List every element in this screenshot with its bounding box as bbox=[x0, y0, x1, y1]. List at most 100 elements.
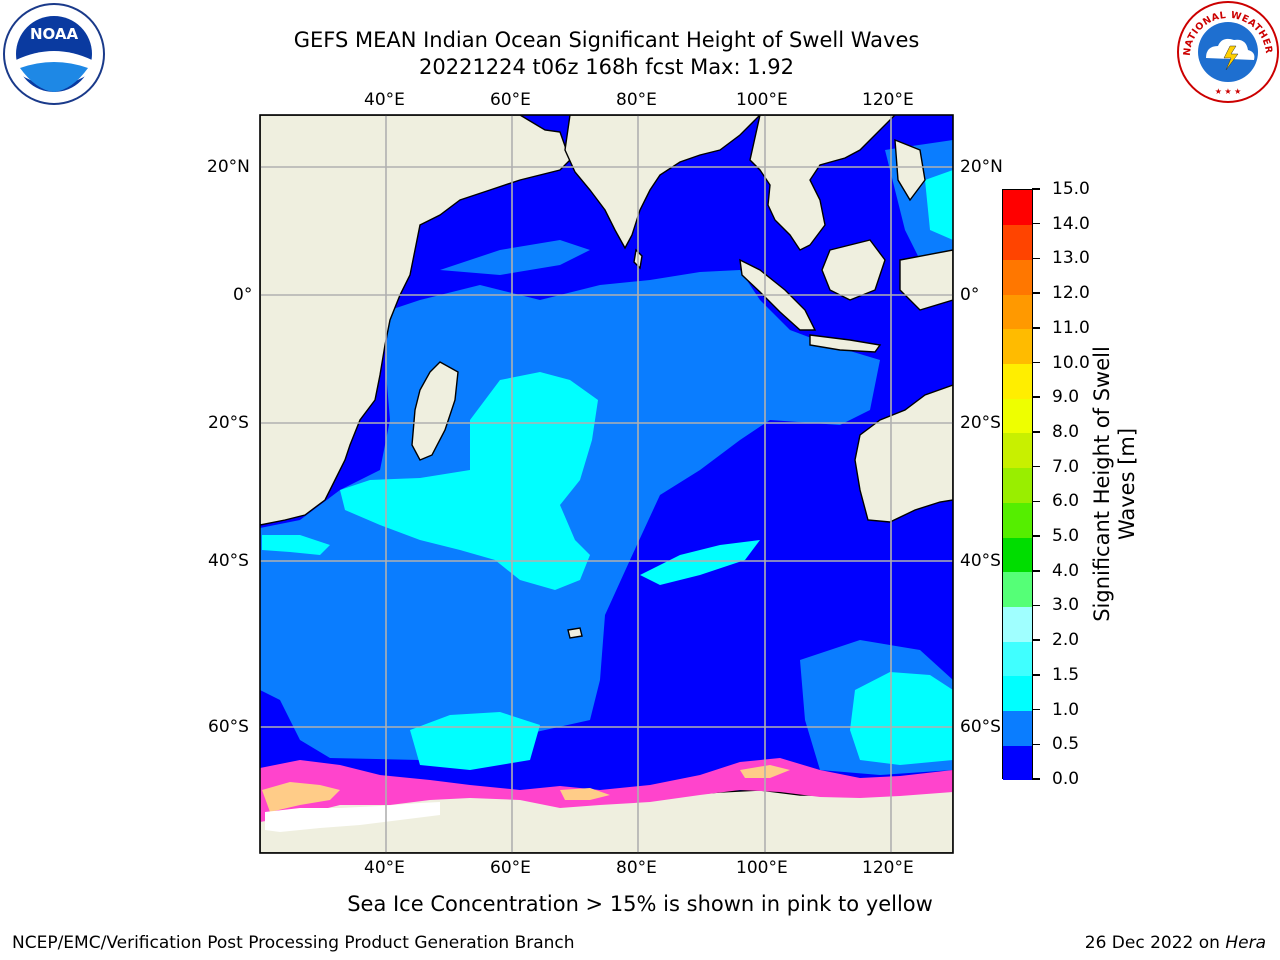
swell-band-1.0-1.5 bbox=[340, 372, 598, 590]
gridlines bbox=[260, 115, 953, 853]
colorbar-tick-label: 13.0 bbox=[1052, 248, 1090, 269]
swell-band-1.0-1.5-south bbox=[640, 540, 760, 585]
sea-ice-core-2 bbox=[560, 788, 610, 800]
lon-label-bottom-60e: 60°E bbox=[490, 858, 531, 878]
colorbar-tick bbox=[1032, 674, 1040, 676]
lat-label-right-20s: 20°S bbox=[960, 413, 1001, 433]
footer-credit: NCEP/EMC/Verification Post Processing Pr… bbox=[12, 933, 575, 953]
map-subtitle: 20221224 t06z 168h fcst Max: 1.92 bbox=[419, 55, 794, 79]
lon-label-bottom-40e: 40°E bbox=[364, 858, 405, 878]
colorbar-tick bbox=[1032, 708, 1040, 711]
lat-label-left-60s: 60°S bbox=[208, 717, 249, 737]
colorbar-segment bbox=[1003, 363, 1032, 399]
land-kerguelen bbox=[567, 627, 583, 639]
lat-label-left-0: 0° bbox=[233, 285, 253, 305]
land-seasia bbox=[749, 115, 896, 251]
colorbar-tick-label: 0.0 bbox=[1052, 769, 1080, 789]
colorbar-tick bbox=[1032, 361, 1040, 364]
lon-label-top-100e: 100°E bbox=[736, 90, 788, 110]
colorbar-tick-label: 11.0 bbox=[1052, 317, 1090, 338]
land-java bbox=[809, 334, 882, 353]
sea-ice-note: Sea Ice Concentration > 15% is shown in … bbox=[347, 892, 933, 916]
swell-band-0.5-1.0-arabian bbox=[440, 240, 590, 275]
colorbar-tick bbox=[1032, 396, 1040, 398]
colorbar-segment bbox=[1003, 641, 1032, 677]
colorbar-tick-label: 1.5 bbox=[1052, 664, 1080, 685]
colorbar-tick bbox=[1032, 743, 1040, 746]
colorbar-segment bbox=[1003, 398, 1032, 434]
noaa-logo-text: NOAA bbox=[30, 25, 79, 43]
land-philippines bbox=[894, 138, 926, 202]
colorbar-tick-label: 4.0 bbox=[1052, 560, 1080, 581]
colorbar-segment bbox=[1003, 432, 1032, 469]
colorbar-tick bbox=[1032, 222, 1040, 225]
colorbar-tick-label: 8.0 bbox=[1052, 421, 1080, 442]
colorbar-segment bbox=[1003, 224, 1032, 260]
colorbar-segment bbox=[1003, 571, 1032, 607]
colorbar-segment bbox=[1003, 710, 1032, 746]
footer-machine: Hera bbox=[1225, 933, 1266, 953]
colorbar-tick-label: 10.0 bbox=[1052, 352, 1090, 373]
colorbar-segment bbox=[1003, 190, 1032, 226]
colorbar-segment bbox=[1003, 745, 1032, 781]
colorbar-tick-label: 9.0 bbox=[1052, 387, 1080, 408]
colorbar-segment bbox=[1003, 294, 1032, 330]
colorbar-tick-label: 6.0 bbox=[1052, 491, 1080, 512]
lat-label-left-20s: 20°S bbox=[208, 413, 249, 433]
noaa-logo: NOAA bbox=[3, 3, 105, 105]
colorbar-tick bbox=[1032, 639, 1040, 641]
lat-label-left-40s: 40°S bbox=[208, 551, 249, 571]
nws-logo: NATIONAL WEATHER SERVICE ★ ★ ★ bbox=[1176, 0, 1279, 103]
colorbar-tick-label: 7.0 bbox=[1052, 456, 1080, 477]
sea-ice-core bbox=[262, 782, 340, 812]
colorbar-segment bbox=[1003, 537, 1032, 573]
colorbar-segment bbox=[1003, 502, 1032, 538]
land-australia bbox=[854, 384, 953, 523]
lon-label-bottom-80e: 80°E bbox=[616, 858, 657, 878]
colorbar-segment bbox=[1003, 328, 1032, 365]
colorbar bbox=[1002, 189, 1033, 781]
colorbar-tick bbox=[1032, 292, 1040, 294]
colorbar-title-line2: Waves [m] bbox=[1115, 427, 1139, 541]
colorbar-title-line1: Significant Height of Swell bbox=[1090, 346, 1114, 622]
swell-band-1.0-1.5-seasia bbox=[925, 170, 953, 240]
colorbar-tick bbox=[1032, 327, 1040, 329]
lon-label-bottom-120e: 120°E bbox=[862, 858, 914, 878]
colorbar-tick bbox=[1032, 257, 1040, 260]
map-title: GEFS MEAN Indian Ocean Significant Heigh… bbox=[293, 28, 920, 52]
swell-band-1.0-1.5-west bbox=[262, 535, 330, 555]
lon-label-bottom-100e: 100°E bbox=[736, 858, 788, 878]
colorbar-tick-label: 2.0 bbox=[1052, 630, 1080, 651]
colorbar-tick-label: 12.0 bbox=[1052, 283, 1090, 304]
colorbar-tick-label: 14.0 bbox=[1052, 213, 1090, 234]
colorbar-segment bbox=[1003, 675, 1032, 712]
lon-label-top-40e: 40°E bbox=[364, 90, 405, 110]
land-india bbox=[564, 115, 761, 250]
colorbar-tick-label: 15.0 bbox=[1052, 179, 1090, 199]
swell-band-1.0-1.5-se bbox=[850, 672, 953, 765]
colorbar-segment bbox=[1003, 259, 1032, 295]
lat-label-right-40s: 40°S bbox=[960, 551, 1001, 571]
colorbar-tick-label: 0.5 bbox=[1052, 734, 1080, 755]
footer-date-text: 26 Dec 2022 on bbox=[1084, 933, 1226, 953]
colorbar-tick-label: 1.0 bbox=[1052, 699, 1080, 720]
lat-label-right-60s: 60°S bbox=[960, 717, 1001, 737]
colorbar-tick bbox=[1032, 570, 1040, 572]
lon-label-top-60e: 60°E bbox=[490, 90, 531, 110]
colorbar-segment bbox=[1003, 606, 1032, 642]
footer-date: 26 Dec 2022 on Hera bbox=[1085, 933, 1266, 953]
swell-band-0.5-1.0 bbox=[260, 270, 880, 760]
land-madagascar bbox=[411, 361, 459, 461]
colorbar-tick bbox=[1032, 535, 1040, 537]
colorbar-segment bbox=[1003, 467, 1032, 503]
colorbar-tick bbox=[1032, 465, 1040, 468]
colorbar-tick bbox=[1032, 431, 1040, 433]
svg-text:★ ★ ★: ★ ★ ★ bbox=[1215, 87, 1242, 96]
colorbar-tick-label: 3.0 bbox=[1052, 595, 1080, 616]
colorbar-tick bbox=[1032, 778, 1040, 780]
lat-label-right-0: 0° bbox=[960, 285, 980, 305]
map-frame bbox=[259, 114, 954, 854]
lat-label-left-20n: 20°N bbox=[207, 157, 250, 177]
